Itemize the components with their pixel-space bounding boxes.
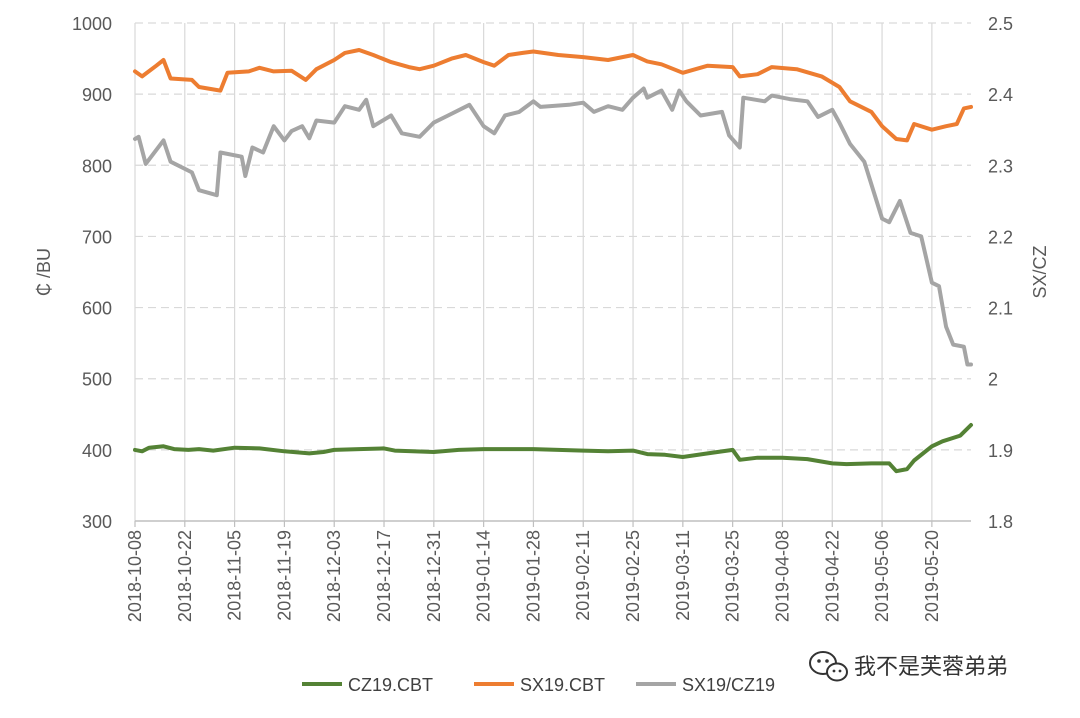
x-tick-label: 2019-01-28 <box>523 530 543 622</box>
y-tick-label: 1000 <box>72 14 112 34</box>
y-tick-label: 900 <box>82 85 112 105</box>
y2-tick-label: 2 <box>988 370 998 390</box>
y2-tick-label: 2.4 <box>988 85 1013 105</box>
y-tick-label: 700 <box>82 227 112 247</box>
legend-label: CZ19.CBT <box>348 675 433 695</box>
x-tick-label: 2018-12-31 <box>424 530 444 622</box>
watermark-text: 我不是芙蓉弟弟 <box>854 654 1008 679</box>
x-tick-label: 2019-05-06 <box>872 530 892 622</box>
x-tick-label: 2018-11-19 <box>274 530 294 621</box>
legend-label: SX19/CZ19 <box>682 675 775 695</box>
x-tick-label: 2019-04-08 <box>772 530 792 622</box>
y2-axis-title: SX/CZ <box>1030 245 1050 298</box>
watermark: 我不是芙蓉弟弟 <box>809 651 1008 682</box>
wechat-icon <box>809 651 848 682</box>
x-tick-label: 2018-11-05 <box>225 530 245 621</box>
y-tick-label: 400 <box>82 441 112 461</box>
x-tick-label: 2018-12-17 <box>374 530 394 622</box>
x-tick-label: 2019-02-25 <box>623 530 643 622</box>
y-tick-label: 300 <box>82 512 112 532</box>
x-tick-label: 2019-03-11 <box>673 530 693 621</box>
x-tick-label: 2018-12-03 <box>324 530 344 622</box>
y2-tick-label: 2.5 <box>988 14 1013 34</box>
legend-label: SX19.CBT <box>520 675 605 695</box>
x-tick-label: 2018-10-08 <box>125 530 145 622</box>
tick-labels: 300 1.8 400 1.9 500 2 600 2.1 700 2.2 800 2.3 900 2.4… <box>72 14 1013 622</box>
y2-tick-label: 1.8 <box>988 512 1013 532</box>
series-line-sx19-cbt <box>133 48 973 143</box>
axes <box>134 520 971 527</box>
x-tick-label: 2019-05-20 <box>922 530 942 622</box>
series-lines <box>133 48 973 474</box>
y2-tick-label: 1.9 <box>988 441 1013 461</box>
y2-tick-label: 2.2 <box>988 227 1013 247</box>
y-tick-label: 500 <box>82 370 112 390</box>
gridlines <box>134 22 971 521</box>
x-tick-label: 2019-01-14 <box>474 530 494 622</box>
x-tick-label: 2019-03-25 <box>723 530 743 622</box>
x-tick-label: 2019-04-22 <box>822 530 842 622</box>
y-tick-label: 600 <box>82 299 112 319</box>
series-line-sx19-cz19 <box>133 86 973 367</box>
y-tick-label: 800 <box>82 156 112 176</box>
series-line-cz19-cbt <box>133 423 973 474</box>
x-tick-label: 2019-02-11 <box>573 530 593 621</box>
y2-tick-label: 2.3 <box>988 156 1013 176</box>
x-tick-label: 2018-10-22 <box>175 530 195 622</box>
legend: CZ19.CBT SX19.CBT SX19/CZ19 <box>302 675 775 695</box>
y2-tick-label: 2.1 <box>988 299 1013 319</box>
y-axis-title: ₵ /BU <box>34 248 54 296</box>
